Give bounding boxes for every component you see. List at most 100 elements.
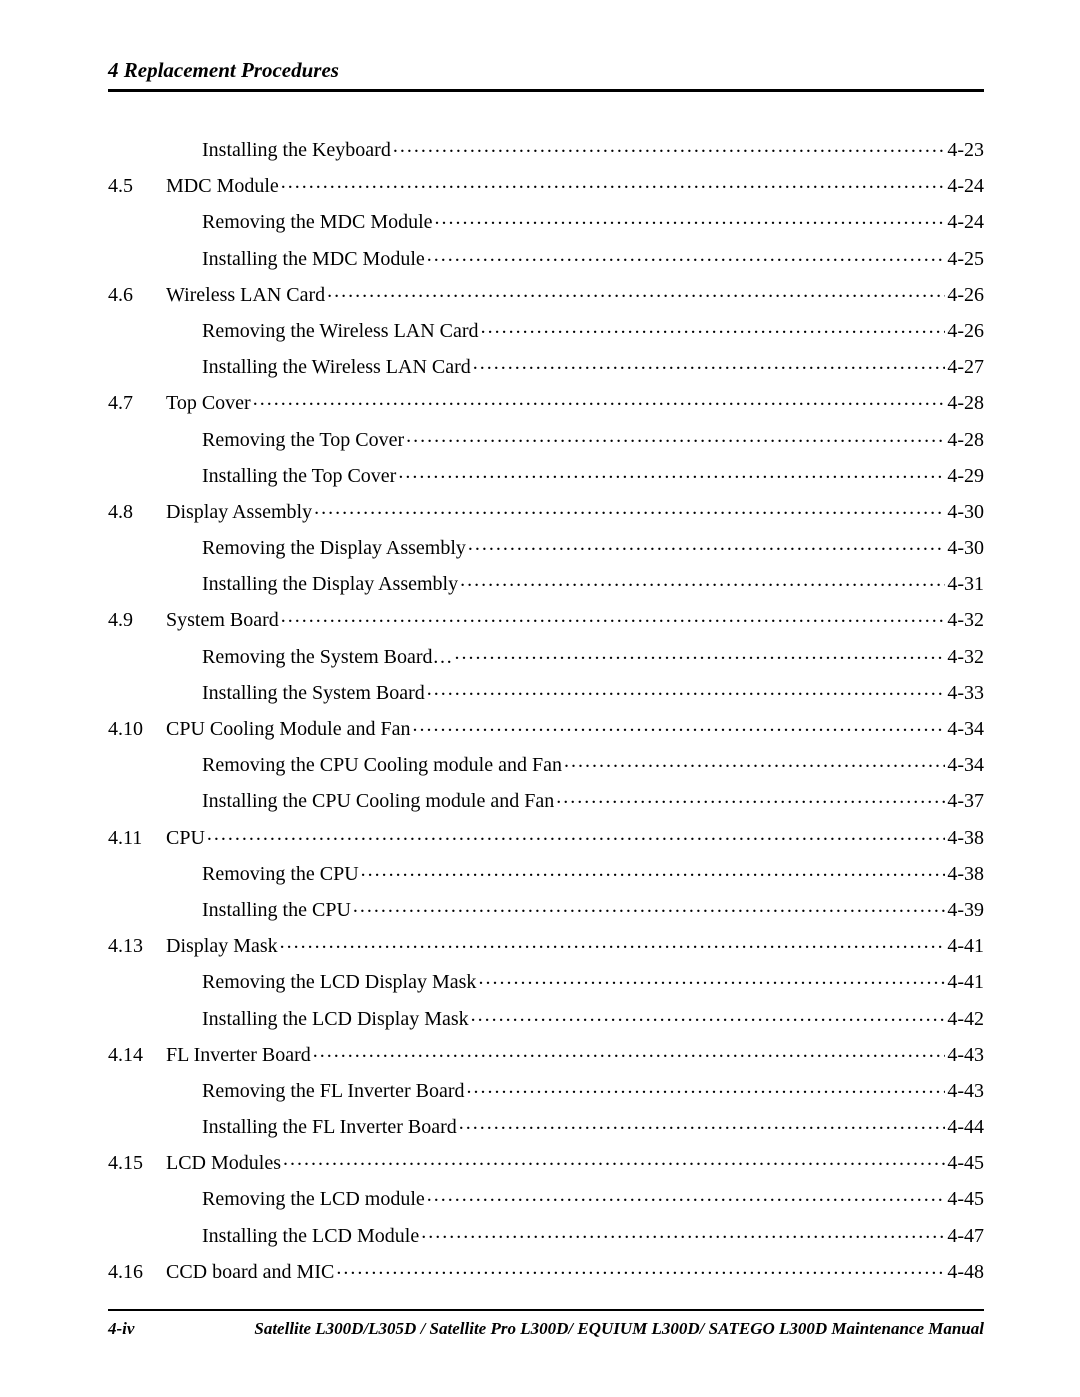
toc-entry: 4.9System Board 4-32 (108, 606, 984, 630)
toc-entry-title: Removing the MDC Module (166, 212, 433, 232)
toc-section-number: 4.7 (108, 393, 166, 413)
toc-entry-title: CPU (166, 828, 205, 848)
toc-entry: 4.5MDC Module 4-24 (108, 172, 984, 196)
toc-section-number: 4.14 (108, 1045, 166, 1065)
toc-entry-title: Top Cover (166, 393, 251, 413)
toc-entry-title: Installing the Keyboard (166, 140, 391, 160)
toc-leader-dots (435, 208, 946, 228)
toc-section-number: 4.11 (108, 828, 166, 848)
toc-section-number: 4.5 (108, 176, 166, 196)
toc-entry-title: Installing the LCD Module (166, 1226, 419, 1246)
toc-page-number: 4-23 (947, 140, 984, 160)
toc-entry-title: Installing the FL Inverter Board (166, 1117, 457, 1137)
toc-page-number: 4-28 (947, 430, 984, 450)
toc-entry: 4.8Display Assembly4-30 (108, 498, 984, 522)
toc-section-number: 4.13 (108, 936, 166, 956)
toc-leader-dots (398, 462, 945, 482)
footer-manual-title: Satellite L300D/L305D / Satellite Pro L3… (134, 1319, 984, 1339)
toc-leader-dots (412, 715, 945, 735)
footer-rule (108, 1309, 984, 1311)
toc-entry-title: MDC Module (166, 176, 279, 196)
toc-page-number: 4-33 (947, 683, 984, 703)
toc-page-number: 4-30 (947, 538, 984, 558)
toc-page-number: 4-27 (947, 357, 984, 377)
toc-entry-title: Removing the FL Inverter Board (166, 1081, 465, 1101)
toc-leader-dots (455, 643, 946, 663)
toc-entry: Installing the CPU 4-39 (108, 896, 984, 920)
toc-page-number: 4-47 (947, 1226, 984, 1246)
toc-entry: Installing the MDC Module4-25 (108, 245, 984, 269)
toc-leader-dots (327, 281, 945, 301)
toc-leader-dots (478, 968, 945, 988)
toc-leader-dots (459, 1113, 946, 1133)
toc-entry-title: Display Assembly (166, 502, 312, 522)
toc-entry-title: Removing the Wireless LAN Card (166, 321, 479, 341)
toc-entry: 4.7Top Cover 4-28 (108, 389, 984, 413)
toc-entry: Removing the LCD Display Mask4-41 (108, 968, 984, 992)
toc-entry: 4.10CPU Cooling Module and Fan 4-34 (108, 715, 984, 739)
page-footer: 4-iv Satellite L300D/L305D / Satellite P… (108, 1309, 984, 1339)
toc-leader-dots (281, 606, 946, 626)
toc-section-number: 4.9 (108, 610, 166, 630)
toc-entry-title: FL Inverter Board (166, 1045, 311, 1065)
toc-leader-dots (427, 245, 946, 265)
toc-page-number: 4-38 (947, 828, 984, 848)
toc-entry: Installing the FL Inverter Board4-44 (108, 1113, 984, 1137)
toc-page-number: 4-31 (947, 574, 984, 594)
toc-leader-dots (393, 136, 945, 156)
toc-entry: Installing the LCD Module 4-47 (108, 1222, 984, 1246)
toc-page-number: 4-41 (947, 972, 984, 992)
toc-entry: Installing the Keyboard 4-23 (108, 136, 984, 160)
toc-entry-title: Installing the Display Assembly (166, 574, 458, 594)
toc-leader-dots (481, 317, 946, 337)
toc-entry-title: Removing the Display Assembly (166, 538, 466, 558)
toc-entry: Installing the System Board 4-33 (108, 679, 984, 703)
toc-leader-dots (421, 1222, 945, 1242)
toc-page-number: 4-42 (947, 1009, 984, 1029)
toc-page-number: 4-28 (947, 393, 984, 413)
toc-entry-title: LCD Modules (166, 1153, 281, 1173)
toc-page-number: 4-32 (947, 647, 984, 667)
toc-entry-title: System Board (166, 610, 279, 630)
toc-entry-title: Wireless LAN Card (166, 285, 325, 305)
toc-leader-dots (336, 1258, 945, 1278)
toc-page-number: 4-24 (947, 176, 984, 196)
toc-leader-dots (471, 1005, 946, 1025)
toc-leader-dots (556, 787, 945, 807)
toc-leader-dots (207, 824, 945, 844)
toc-page-number: 4-34 (947, 719, 984, 739)
toc-entry: Installing the Wireless LAN Card4-27 (108, 353, 984, 377)
toc-leader-dots (467, 1077, 946, 1097)
toc-entry: Removing the CPU Cooling module and Fan4… (108, 751, 984, 775)
toc-page-number: 4-39 (947, 900, 984, 920)
toc-entry: 4.16CCD board and MIC4-48 (108, 1258, 984, 1282)
toc-leader-dots (406, 426, 945, 446)
toc-entry: 4.11CPU 4-38 (108, 824, 984, 848)
toc-entry: Removing the Display Assembly 4-30 (108, 534, 984, 558)
toc-section-number: 4.15 (108, 1153, 166, 1173)
toc-entry-title: Installing the System Board (166, 683, 425, 703)
toc-leader-dots (427, 1185, 946, 1205)
toc-section-number: 4.10 (108, 719, 166, 739)
toc-page-number: 4-37 (947, 791, 984, 811)
toc-entry: 4.6Wireless LAN Card4-26 (108, 281, 984, 305)
toc-entry-title: Removing the LCD module (166, 1189, 425, 1209)
toc-page-number: 4-34 (947, 755, 984, 775)
toc-leader-dots (283, 1149, 945, 1169)
toc-leader-dots (313, 1041, 946, 1061)
toc-entry-title: Installing the CPU Cooling module and Fa… (166, 791, 554, 811)
toc-entry-title: Installing the CPU (166, 900, 351, 920)
toc-page-number: 4-41 (947, 936, 984, 956)
toc-entry: Removing the FL Inverter Board4-43 (108, 1077, 984, 1101)
toc-page-number: 4-48 (947, 1262, 984, 1282)
footer-page-number: 4-iv (108, 1319, 134, 1339)
toc-entry: 4.14FL Inverter Board4-43 (108, 1041, 984, 1065)
toc-page-number: 4-32 (947, 610, 984, 630)
toc-entry-title: Installing the LCD Display Mask (166, 1009, 469, 1029)
toc-entry: Removing the Wireless LAN Card4-26 (108, 317, 984, 341)
toc-entry-title: Installing the Top Cover (166, 466, 396, 486)
toc-leader-dots (427, 679, 946, 699)
toc-section-number: 4.8 (108, 502, 166, 522)
toc-entry-title: CPU Cooling Module and Fan (166, 719, 410, 739)
toc-page-number: 4-45 (947, 1189, 984, 1209)
